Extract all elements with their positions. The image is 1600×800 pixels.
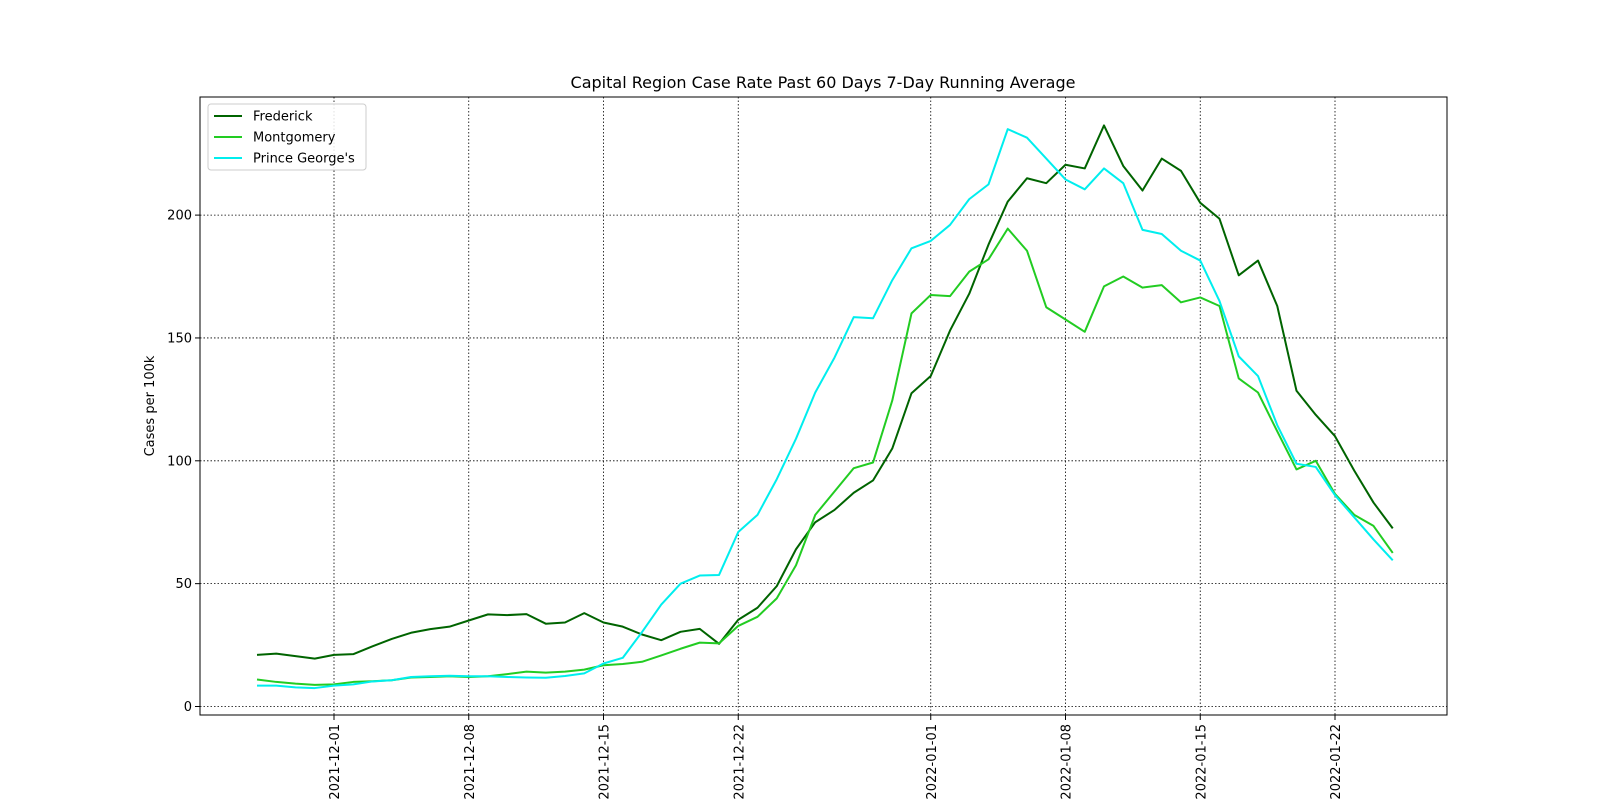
y-tick-label: 200: [167, 209, 192, 224]
legend: Frederick Montgomery Prince George's: [207, 103, 367, 171]
plot-area-frame: [199, 96, 1448, 716]
x-tick-label: 2021-12-15: [598, 724, 613, 800]
y-tick-label: 0: [184, 700, 192, 715]
x-tick-label: 2021-12-22: [732, 724, 747, 800]
x-tick-label: 2021-12-01: [328, 724, 343, 800]
legend-label: Prince George's: [253, 152, 355, 167]
x-tick-label: 2021-12-08: [463, 724, 478, 800]
series-lines: [256, 124, 1394, 690]
x-tick-label: 2022-01-15: [1194, 724, 1209, 800]
y-axis-label: Cases per 100k: [143, 355, 158, 456]
chart-title: Capital Region Case Rate Past 60 Days 7-…: [571, 73, 1076, 92]
y-tick-label: 150: [167, 331, 192, 346]
x-tick-label: 2022-01-22: [1329, 724, 1344, 800]
axis-ticks: 0 50 100 150 200 2021-12-01 2021-12-08 2021-12-…: [167, 209, 1344, 800]
legend-box: [207, 103, 367, 171]
series-line-frederick: [256, 124, 1394, 660]
series-line-prince-george-s: [257, 128, 1394, 690]
grid: [200, 97, 1447, 715]
legend-label: Montgomery: [253, 131, 336, 146]
y-tick-label: 50: [175, 577, 192, 592]
x-tick-label: 2022-01-08: [1060, 724, 1075, 800]
legend-label: Frederick: [253, 110, 313, 125]
y-tick-label: 100: [167, 454, 192, 469]
x-tick-label: 2022-01-01: [925, 724, 940, 800]
